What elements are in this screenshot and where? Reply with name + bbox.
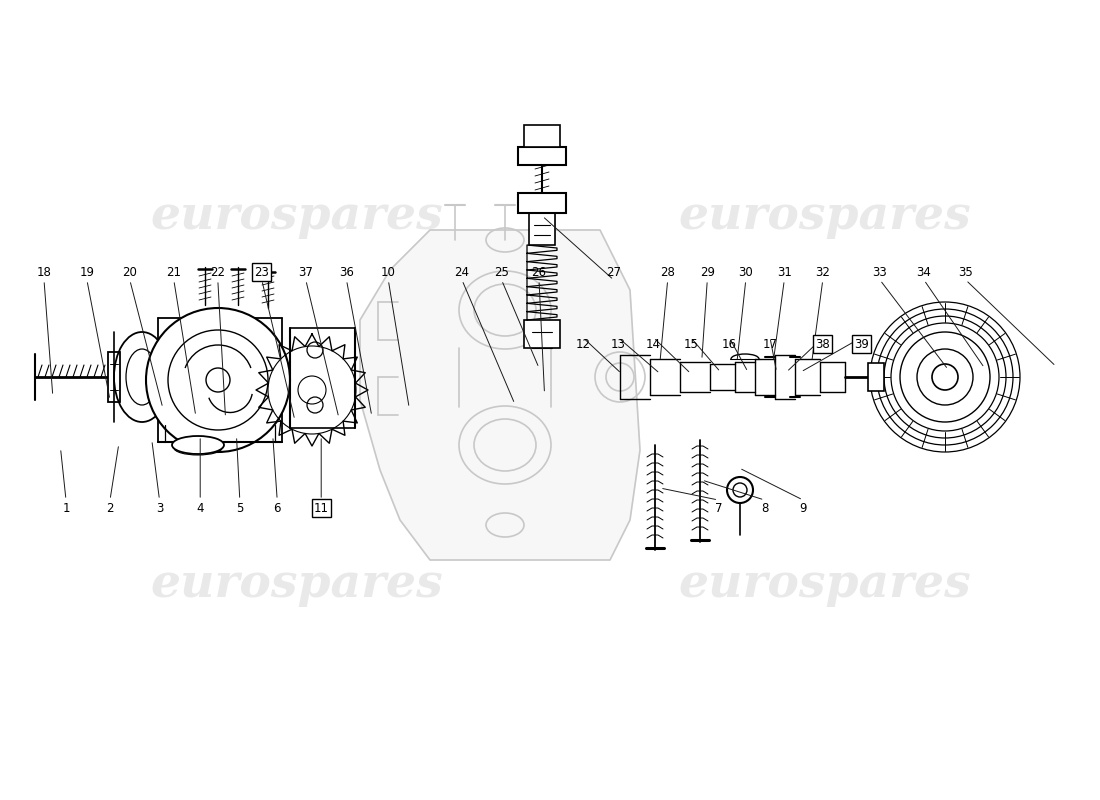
Text: 21: 21 — [166, 266, 182, 278]
Text: eurospares: eurospares — [679, 561, 971, 607]
Text: 17: 17 — [762, 338, 778, 350]
Ellipse shape — [172, 436, 224, 454]
Text: 22: 22 — [210, 266, 225, 278]
Circle shape — [146, 308, 290, 452]
Text: 25: 25 — [494, 266, 509, 278]
Bar — [529, 213, 556, 245]
Text: 20: 20 — [122, 266, 138, 278]
Text: 6: 6 — [274, 502, 280, 514]
Text: 4: 4 — [197, 502, 204, 514]
Circle shape — [900, 332, 990, 422]
Text: 13: 13 — [610, 338, 626, 350]
Text: 7: 7 — [715, 502, 722, 514]
Text: 8: 8 — [761, 502, 768, 514]
Text: 12: 12 — [575, 338, 591, 350]
Bar — [108, 352, 120, 402]
Text: 5: 5 — [236, 502, 243, 514]
Text: 32: 32 — [815, 266, 830, 278]
Polygon shape — [360, 230, 640, 560]
Text: 2: 2 — [107, 502, 113, 514]
Circle shape — [870, 302, 1020, 452]
Bar — [518, 193, 567, 213]
Text: 16: 16 — [722, 338, 737, 350]
Text: 33: 33 — [872, 266, 888, 278]
Text: 14: 14 — [646, 338, 661, 350]
Text: 26: 26 — [531, 266, 547, 278]
Text: 1: 1 — [63, 502, 69, 514]
Text: 18: 18 — [36, 266, 52, 278]
Text: 24: 24 — [454, 266, 470, 278]
Text: 11: 11 — [314, 502, 329, 514]
Bar — [518, 147, 567, 165]
Text: eurospares: eurospares — [151, 561, 443, 607]
Text: 35: 35 — [958, 266, 974, 278]
Text: 36: 36 — [339, 266, 354, 278]
Text: 38: 38 — [815, 338, 830, 350]
Bar — [524, 125, 560, 147]
Text: eurospares: eurospares — [151, 193, 443, 239]
Text: 27: 27 — [606, 266, 621, 278]
Text: 31: 31 — [777, 266, 792, 278]
Text: eurospares: eurospares — [679, 193, 971, 239]
Text: 39: 39 — [854, 338, 869, 350]
Text: 9: 9 — [800, 502, 806, 514]
Text: 23: 23 — [254, 266, 270, 278]
Text: 15: 15 — [683, 338, 698, 350]
Bar — [524, 320, 560, 348]
Text: 19: 19 — [79, 266, 95, 278]
Text: 29: 29 — [700, 266, 715, 278]
Text: 3: 3 — [156, 502, 163, 514]
Text: 10: 10 — [381, 266, 396, 278]
Text: 34: 34 — [916, 266, 932, 278]
Text: 28: 28 — [660, 266, 675, 278]
Text: 37: 37 — [298, 266, 314, 278]
Text: 30: 30 — [738, 266, 754, 278]
Bar — [868, 363, 884, 391]
